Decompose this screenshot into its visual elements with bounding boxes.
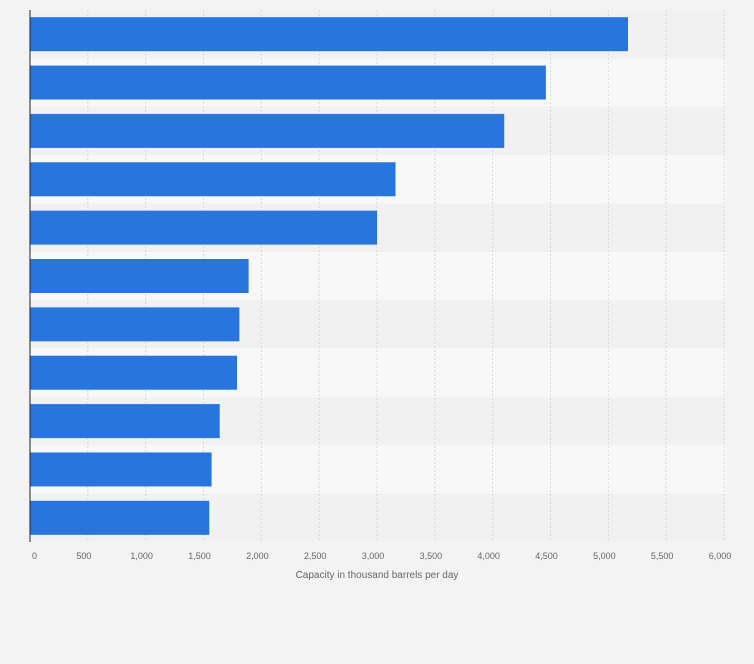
bar[interactable] [30, 162, 396, 197]
x-tick-label: 2,500 [304, 551, 327, 561]
bar[interactable] [30, 259, 249, 293]
bar[interactable] [30, 113, 505, 148]
bars [30, 17, 628, 535]
x-tick-label: 3,000 [362, 551, 385, 561]
bar[interactable] [30, 452, 212, 487]
bar[interactable] [30, 404, 220, 439]
x-tick-label: 6,000 [709, 551, 732, 561]
x-tick-label: 5,000 [593, 551, 616, 561]
bar[interactable] [30, 355, 238, 390]
x-tick-label: 5,500 [651, 551, 674, 561]
bar[interactable] [30, 65, 546, 100]
x-tick-label: 4,000 [477, 551, 500, 561]
x-tick-label: 1,500 [188, 551, 211, 561]
x-tick-label: 0 [32, 551, 37, 561]
x-tick-label: 500 [76, 551, 91, 561]
bar[interactable] [30, 17, 628, 52]
x-tick-label: 1,000 [130, 551, 153, 561]
x-axis-label: Capacity in thousand barrels per day [296, 570, 459, 581]
bar[interactable] [30, 307, 240, 342]
x-tick-label: 4,500 [535, 551, 558, 561]
bar[interactable] [30, 500, 210, 535]
x-tick-label: 2,000 [246, 551, 269, 561]
bar[interactable] [30, 210, 377, 245]
x-tick-label: 3,500 [420, 551, 443, 561]
x-tick-labels: 0 500 1,000 1,500 2,000 2,500 3,000 3,500 4,000 4… [32, 551, 731, 561]
